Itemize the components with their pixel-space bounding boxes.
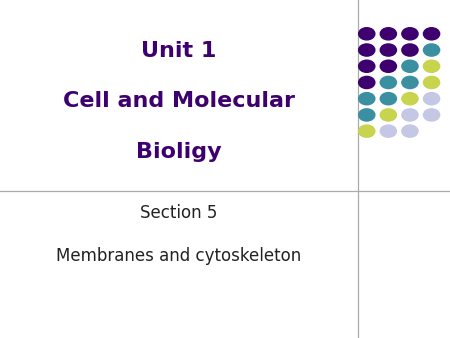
Text: Cell and Molecular: Cell and Molecular — [63, 91, 295, 111]
Circle shape — [380, 60, 396, 72]
Circle shape — [380, 109, 396, 121]
Circle shape — [359, 125, 375, 137]
Circle shape — [359, 60, 375, 72]
Circle shape — [402, 76, 418, 89]
Circle shape — [380, 28, 396, 40]
Circle shape — [402, 125, 418, 137]
Circle shape — [423, 109, 440, 121]
Circle shape — [359, 28, 375, 40]
Circle shape — [380, 93, 396, 105]
Circle shape — [423, 44, 440, 56]
Circle shape — [402, 28, 418, 40]
Circle shape — [380, 76, 396, 89]
Circle shape — [402, 60, 418, 72]
Circle shape — [423, 76, 440, 89]
Text: Section 5: Section 5 — [140, 204, 217, 222]
Circle shape — [380, 125, 396, 137]
Circle shape — [423, 60, 440, 72]
Circle shape — [402, 93, 418, 105]
Text: Membranes and cytoskeleton: Membranes and cytoskeleton — [56, 247, 302, 265]
Circle shape — [402, 44, 418, 56]
Circle shape — [359, 44, 375, 56]
Text: Unit 1: Unit 1 — [141, 41, 216, 61]
Circle shape — [423, 93, 440, 105]
Circle shape — [359, 109, 375, 121]
Circle shape — [359, 76, 375, 89]
Circle shape — [423, 28, 440, 40]
Circle shape — [380, 44, 396, 56]
Text: Bioligy: Bioligy — [136, 142, 222, 162]
Circle shape — [402, 109, 418, 121]
Circle shape — [359, 93, 375, 105]
